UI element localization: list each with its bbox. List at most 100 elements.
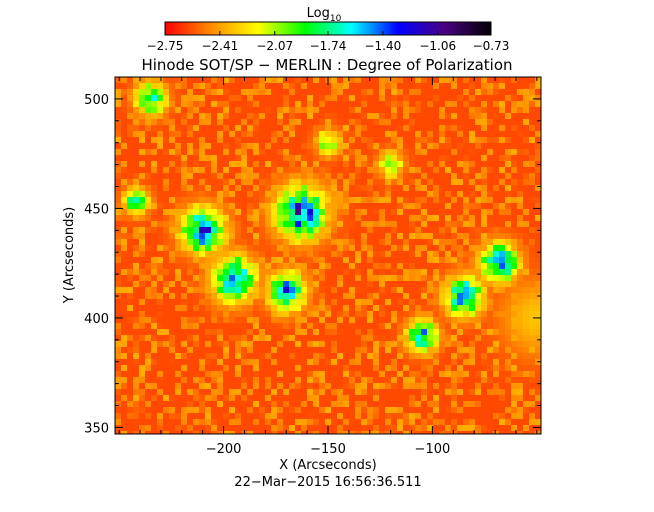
heatmap-cell (421, 371, 427, 377)
heatmap-cell (487, 149, 493, 155)
heatmap-cell (337, 101, 343, 107)
heatmap-cell (115, 389, 121, 395)
heatmap-cell (259, 353, 265, 359)
heatmap-cell (229, 185, 235, 191)
heatmap-cell (133, 149, 139, 155)
heatmap-cell (421, 173, 427, 179)
heatmap-cell (187, 257, 193, 263)
heatmap-cell (169, 293, 175, 299)
heatmap-cell (475, 77, 481, 83)
heatmap-cell (163, 155, 169, 161)
heatmap-cell (193, 227, 199, 233)
heatmap-cell (529, 377, 535, 383)
heatmap-cell (181, 419, 187, 425)
heatmap-cell (391, 125, 397, 131)
heatmap-cell (223, 89, 229, 95)
heatmap-cell (445, 353, 451, 359)
heatmap-cell (535, 209, 541, 215)
heatmap-cell (145, 371, 151, 377)
heatmap-cell (277, 359, 283, 365)
heatmap-cell (397, 227, 403, 233)
heatmap-cell (343, 281, 349, 287)
heatmap-cell (331, 179, 337, 185)
heatmap-cell (151, 149, 157, 155)
heatmap-cell (385, 425, 391, 431)
heatmap-cell (487, 113, 493, 119)
heatmap-cell (121, 125, 127, 131)
heatmap-cell (301, 383, 307, 389)
heatmap-cell (415, 113, 421, 119)
heatmap-cell (247, 149, 253, 155)
heatmap-cell (193, 431, 199, 434)
heatmap-cell (511, 365, 517, 371)
heatmap-cell (259, 125, 265, 131)
heatmap-cell (361, 179, 367, 185)
heatmap-cell (133, 365, 139, 371)
heatmap-cell (253, 353, 259, 359)
heatmap-cell (457, 275, 463, 281)
heatmap-cell (211, 329, 217, 335)
heatmap-cell (295, 221, 301, 227)
heatmap-cell (331, 101, 337, 107)
heatmap-cell (199, 95, 205, 101)
heatmap-cell (187, 413, 193, 419)
heatmap-cell (289, 185, 295, 191)
heatmap-cell (469, 281, 475, 287)
heatmap-cell (535, 113, 541, 119)
heatmap-cell (475, 377, 481, 383)
heatmap-cell (127, 293, 133, 299)
heatmap-cell (481, 413, 487, 419)
heatmap-cell (361, 299, 367, 305)
heatmap-cell (133, 185, 139, 191)
heatmap-cell (283, 143, 289, 149)
heatmap-cell (535, 329, 541, 335)
heatmap-cell (229, 155, 235, 161)
heatmap-cell (211, 155, 217, 161)
heatmap-cell (445, 107, 451, 113)
heatmap-cell (481, 89, 487, 95)
heatmap-cell (169, 317, 175, 323)
heatmap-cell (139, 185, 145, 191)
heatmap-cell (445, 185, 451, 191)
heatmap-cell (193, 149, 199, 155)
heatmap-cell (193, 353, 199, 359)
heatmap-cell (175, 389, 181, 395)
heatmap-cell (457, 257, 463, 263)
heatmap-cell (283, 341, 289, 347)
heatmap-cell (499, 149, 505, 155)
heatmap-cell (385, 173, 391, 179)
heatmap-cell (121, 269, 127, 275)
x-tick-label: −150 (310, 442, 346, 457)
heatmap-cell (247, 299, 253, 305)
heatmap-cell (163, 425, 169, 431)
heatmap-cell (391, 419, 397, 425)
heatmap-cell (535, 269, 541, 275)
heatmap-cell (133, 347, 139, 353)
heatmap-cell (235, 299, 241, 305)
heatmap-cell (313, 221, 319, 227)
heatmap-cell (511, 77, 517, 83)
heatmap-cell (121, 155, 127, 161)
heatmap-cell (451, 143, 457, 149)
heatmap-cell (313, 269, 319, 275)
heatmap-cell (367, 377, 373, 383)
heatmap-cell (487, 251, 493, 257)
y-tick-label: 450 (84, 202, 109, 217)
heatmap-cell (355, 197, 361, 203)
heatmap-cell (223, 281, 229, 287)
heatmap-cell (349, 305, 355, 311)
heatmap-cell (229, 227, 235, 233)
heatmap-cell (391, 77, 397, 83)
heatmap-cell (175, 395, 181, 401)
heatmap-cell (127, 155, 133, 161)
heatmap-cell (523, 395, 529, 401)
heatmap-cell (529, 167, 535, 173)
heatmap-cell (223, 425, 229, 431)
heatmap-cell (361, 137, 367, 143)
heatmap-cell (355, 89, 361, 95)
heatmap-cell (283, 419, 289, 425)
heatmap-cell (331, 353, 337, 359)
heatmap-cell (475, 371, 481, 377)
heatmap-cell (391, 113, 397, 119)
heatmap-cell (157, 413, 163, 419)
